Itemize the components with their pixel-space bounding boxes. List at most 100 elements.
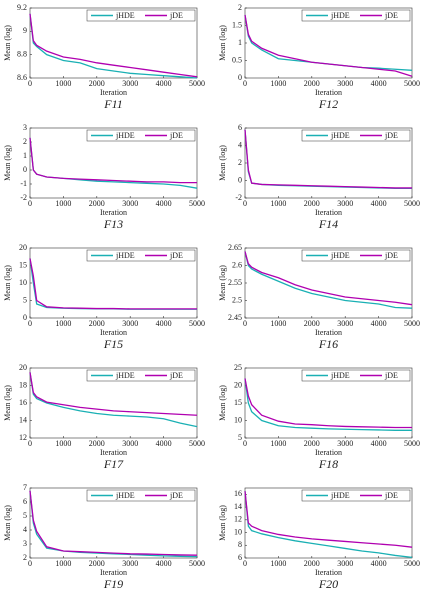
chart-title: F20 <box>318 577 338 591</box>
x-tick-label: 3000 <box>122 319 138 328</box>
y-tick-label: 8 <box>238 540 242 549</box>
y-tick-label: 10 <box>234 415 242 424</box>
x-tick-label: 3000 <box>337 199 353 208</box>
y-axis-label: Mean (log) <box>3 145 12 181</box>
x-axis-label: Iteration <box>315 88 342 97</box>
x-tick-label: 4000 <box>371 319 387 328</box>
y-tick-label: 20 <box>19 243 27 252</box>
y-tick-label: 16 <box>19 398 27 407</box>
legend-box <box>301 249 411 262</box>
chart-panel: 0 1000 2000 3000 4000 5000 8.6 8.8 9 9.2 Iteration… <box>3 3 205 111</box>
y-tick-label: 12 <box>234 515 242 524</box>
x-tick-label: 1000 <box>55 319 71 328</box>
y-axis-label: Mean (log) <box>3 385 12 421</box>
x-tick-label: 1000 <box>55 79 71 88</box>
y-tick-label: 2 <box>23 553 27 562</box>
chart-title: F11 <box>103 97 122 111</box>
legend-box <box>301 129 411 142</box>
y-tick-label: 5 <box>23 295 27 304</box>
x-tick-label: 5000 <box>189 79 205 88</box>
x-tick-label: 3000 <box>122 199 138 208</box>
series-line <box>244 129 412 189</box>
y-tick-label: 2.55 <box>228 278 242 287</box>
y-axis-label: Mean (log) <box>218 265 227 301</box>
y-tick-label: 2.45 <box>228 313 242 322</box>
chart-title: F19 <box>103 577 123 591</box>
series-line <box>244 251 413 309</box>
chart-title: F14 <box>318 217 338 231</box>
legend-label: jDE <box>384 491 398 500</box>
x-tick-label: 5000 <box>189 199 205 208</box>
y-tick-label: 15 <box>19 260 27 269</box>
x-tick-label: 0 <box>243 559 247 568</box>
y-tick-label: -2 <box>235 193 242 202</box>
legend-label: jDE <box>169 131 183 140</box>
y-tick-label: 1 <box>238 38 242 47</box>
x-tick-label: 5000 <box>404 79 420 88</box>
x-tick-label: 2000 <box>89 439 105 448</box>
legend-box <box>86 129 196 142</box>
x-tick-label: 0 <box>28 79 32 88</box>
series-line <box>29 13 198 79</box>
x-tick-label: 4000 <box>371 199 387 208</box>
y-tick-label: 8.6 <box>17 73 27 82</box>
series-line <box>244 491 413 559</box>
x-tick-label: 0 <box>28 319 32 328</box>
y-tick-label: 10 <box>234 527 242 536</box>
series-line <box>244 14 413 71</box>
legend-label: jHDE <box>330 131 350 140</box>
x-tick-label: 2000 <box>89 559 105 568</box>
x-tick-label: 4000 <box>156 79 172 88</box>
series-line <box>29 13 198 78</box>
series-line <box>244 378 412 431</box>
legend-label: jHDE <box>330 11 350 20</box>
y-tick-label: 12 <box>19 433 27 442</box>
y-tick-label: 18 <box>19 380 27 389</box>
legend-label: jDE <box>384 131 398 140</box>
x-tick-label: 2000 <box>304 439 320 448</box>
series-line <box>29 490 198 556</box>
legend-label: jDE <box>384 11 398 20</box>
legend-label: jHDE <box>330 491 350 500</box>
chart-title: F17 <box>103 457 124 471</box>
legend-label: jHDE <box>115 251 135 260</box>
x-tick-label: 4000 <box>156 559 172 568</box>
x-axis-label: Iteration <box>100 328 127 337</box>
x-tick-label: 2000 <box>89 199 105 208</box>
series-line <box>244 491 413 548</box>
y-tick-label: 4 <box>238 140 242 149</box>
y-tick-label: 0 <box>238 73 242 82</box>
legend-label: jDE <box>384 251 398 260</box>
y-axis-label: Mean (log) <box>218 505 227 541</box>
x-tick-label: 3000 <box>122 439 138 448</box>
y-tick-label: 1.5 <box>232 20 242 29</box>
y-tick-label: 2 <box>23 137 27 146</box>
chart-panel: 0 1000 2000 3000 4000 5000 2.45 2.5 2.55 2.6 2.65 I… <box>218 243 420 351</box>
x-tick-label: 2000 <box>304 79 320 88</box>
x-tick-label: 1000 <box>270 199 286 208</box>
x-tick-label: 1000 <box>55 439 71 448</box>
y-tick-label: 15 <box>234 398 242 407</box>
y-tick-label: -1 <box>20 179 27 188</box>
plot-frame <box>29 127 198 199</box>
x-tick-label: 5000 <box>404 439 420 448</box>
y-tick-label: 5 <box>238 433 242 442</box>
x-tick-label: 3000 <box>337 559 353 568</box>
x-tick-label: 3000 <box>337 79 353 88</box>
y-axis-label: Mean (log) <box>3 505 12 541</box>
legend-box <box>86 9 196 22</box>
legend-label: jHDE <box>115 371 135 380</box>
chart-title: F18 <box>318 457 338 471</box>
y-tick-label: 6 <box>238 553 242 562</box>
chart-title: F15 <box>103 337 123 351</box>
y-tick-label: 2.65 <box>228 243 242 252</box>
x-axis-label: Iteration <box>100 448 127 457</box>
plot-frame <box>29 7 198 79</box>
legend-label: jHDE <box>115 491 135 500</box>
legend-label: jHDE <box>115 11 135 20</box>
series-line <box>29 490 198 558</box>
y-tick-label: 25 <box>234 363 242 372</box>
series-line <box>244 251 413 306</box>
x-tick-label: 3000 <box>337 319 353 328</box>
